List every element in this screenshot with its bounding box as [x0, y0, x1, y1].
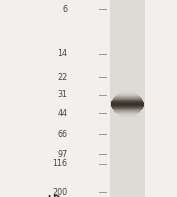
Text: 44: 44	[57, 109, 67, 118]
Text: 31: 31	[57, 90, 67, 99]
Text: kDa: kDa	[48, 195, 67, 197]
Text: 116: 116	[52, 159, 67, 168]
Text: 200: 200	[52, 188, 67, 197]
Text: 14: 14	[57, 49, 67, 58]
Bar	[110, 0, 145, 197]
Text: 22: 22	[57, 73, 67, 82]
Text: 97: 97	[57, 150, 67, 159]
Text: 66: 66	[57, 130, 67, 139]
Text: 6: 6	[62, 5, 67, 14]
